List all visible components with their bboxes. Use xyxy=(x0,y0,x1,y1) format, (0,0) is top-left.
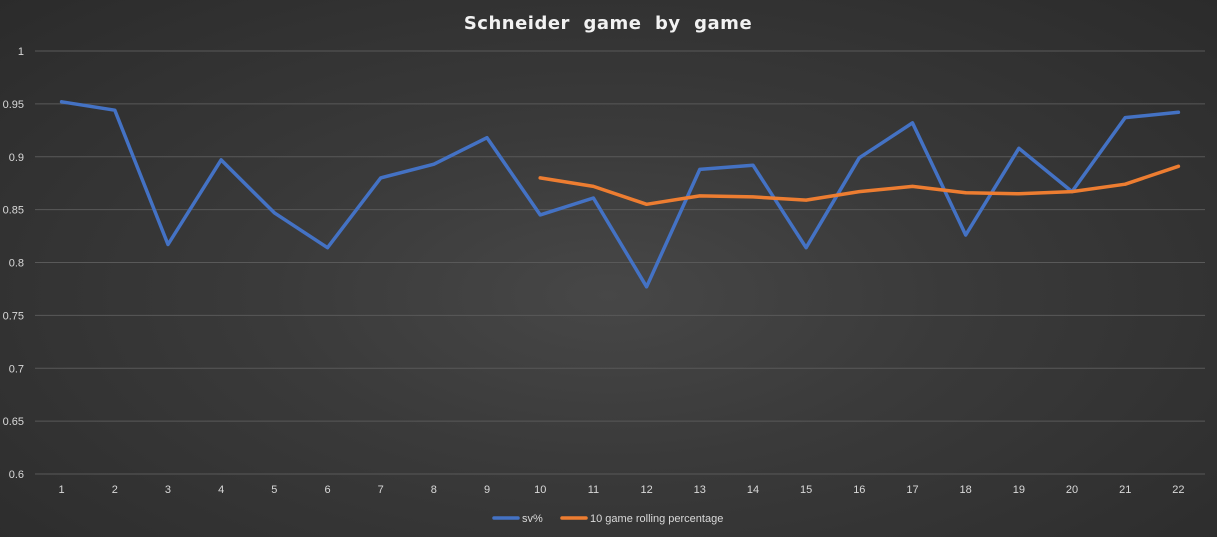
series-lines xyxy=(59,100,1181,289)
data-point xyxy=(1123,116,1127,120)
series-points xyxy=(60,100,1180,289)
data-point xyxy=(751,195,755,199)
data-point xyxy=(698,194,702,198)
data-point xyxy=(591,184,595,188)
y-tick-label: 0.75 xyxy=(3,310,24,322)
data-point xyxy=(219,158,223,162)
series-points xyxy=(538,164,1180,206)
x-tick-label: 15 xyxy=(800,484,812,496)
data-point xyxy=(1017,192,1021,196)
x-tick-label: 20 xyxy=(1066,484,1078,496)
legend-label: sv% xyxy=(522,513,543,525)
data-point xyxy=(485,136,489,140)
data-point xyxy=(379,176,383,180)
legend-item: sv% xyxy=(492,513,543,525)
data-point xyxy=(1176,164,1180,168)
x-tick-label: 10 xyxy=(534,484,546,496)
x-tick-label: 3 xyxy=(165,484,171,496)
data-point xyxy=(326,246,329,250)
x-tick-label: 16 xyxy=(853,484,865,496)
x-tick-label: 21 xyxy=(1119,484,1131,496)
gridlines xyxy=(35,50,1205,475)
y-axis-ticks: 0.6 0.65 0.7 0.75 0.8 0.85 0.9 0.95 1 xyxy=(3,46,24,481)
data-point xyxy=(1176,110,1180,114)
x-axis-ticks: 1 2 3 4 5 6 7 8 9 10 11 12 13 14 15 16 17 18 19 20 21 22 xyxy=(59,484,1185,496)
data-point xyxy=(60,100,64,104)
data-point xyxy=(964,233,968,237)
y-tick-label: 0.9 xyxy=(9,152,24,164)
data-point xyxy=(645,202,649,206)
data-point xyxy=(272,211,276,215)
data-point xyxy=(911,184,914,188)
legend-label: 10 game rolling percentage xyxy=(590,513,723,525)
data-point xyxy=(1017,146,1021,150)
data-point xyxy=(911,121,914,125)
data-point xyxy=(804,198,808,202)
x-tick-label: 18 xyxy=(960,484,972,496)
chart-title: Schneider game by game xyxy=(464,13,752,34)
data-point xyxy=(166,243,170,247)
data-point xyxy=(698,167,702,171)
x-tick-label: 4 xyxy=(218,484,224,496)
y-tick-label: 0.85 xyxy=(3,205,24,217)
data-point xyxy=(113,108,117,112)
x-tick-label: 8 xyxy=(431,484,437,496)
x-tick-label: 11 xyxy=(588,484,599,496)
x-tick-label: 14 xyxy=(747,484,759,496)
x-tick-label: 1 xyxy=(59,484,65,496)
legend-item: 10 game rolling percentage xyxy=(560,513,723,525)
y-tick-label: 1 xyxy=(18,46,24,58)
data-point xyxy=(804,246,808,250)
data-point xyxy=(538,213,542,217)
y-tick-label: 0.7 xyxy=(9,363,24,375)
x-tick-label: 5 xyxy=(271,484,277,496)
legend: sv% 10 game rolling percentage xyxy=(492,513,723,525)
x-tick-label: 7 xyxy=(378,484,384,496)
y-tick-label: 0.95 xyxy=(3,99,24,111)
data-point xyxy=(1070,190,1074,194)
data-point xyxy=(1123,182,1127,186)
data-point xyxy=(857,190,861,194)
y-tick-label: 0.8 xyxy=(9,258,24,270)
data-point xyxy=(591,196,595,200)
y-tick-label: 0.65 xyxy=(3,416,24,428)
data-point xyxy=(964,191,968,195)
data-point xyxy=(432,162,436,166)
data-point xyxy=(538,176,542,180)
x-tick-label: 2 xyxy=(112,484,118,496)
x-tick-label: 22 xyxy=(1172,484,1184,496)
y-tick-label: 0.6 xyxy=(9,469,24,481)
data-point xyxy=(645,285,649,289)
x-tick-label: 17 xyxy=(906,484,918,496)
x-tick-label: 6 xyxy=(324,484,330,496)
data-point xyxy=(857,156,861,160)
x-tick-label: 13 xyxy=(694,484,706,496)
x-tick-label: 12 xyxy=(640,484,652,496)
x-tick-label: 9 xyxy=(484,484,490,496)
x-tick-label: 19 xyxy=(1013,484,1025,496)
series-line xyxy=(538,164,1181,207)
data-point xyxy=(751,163,755,167)
